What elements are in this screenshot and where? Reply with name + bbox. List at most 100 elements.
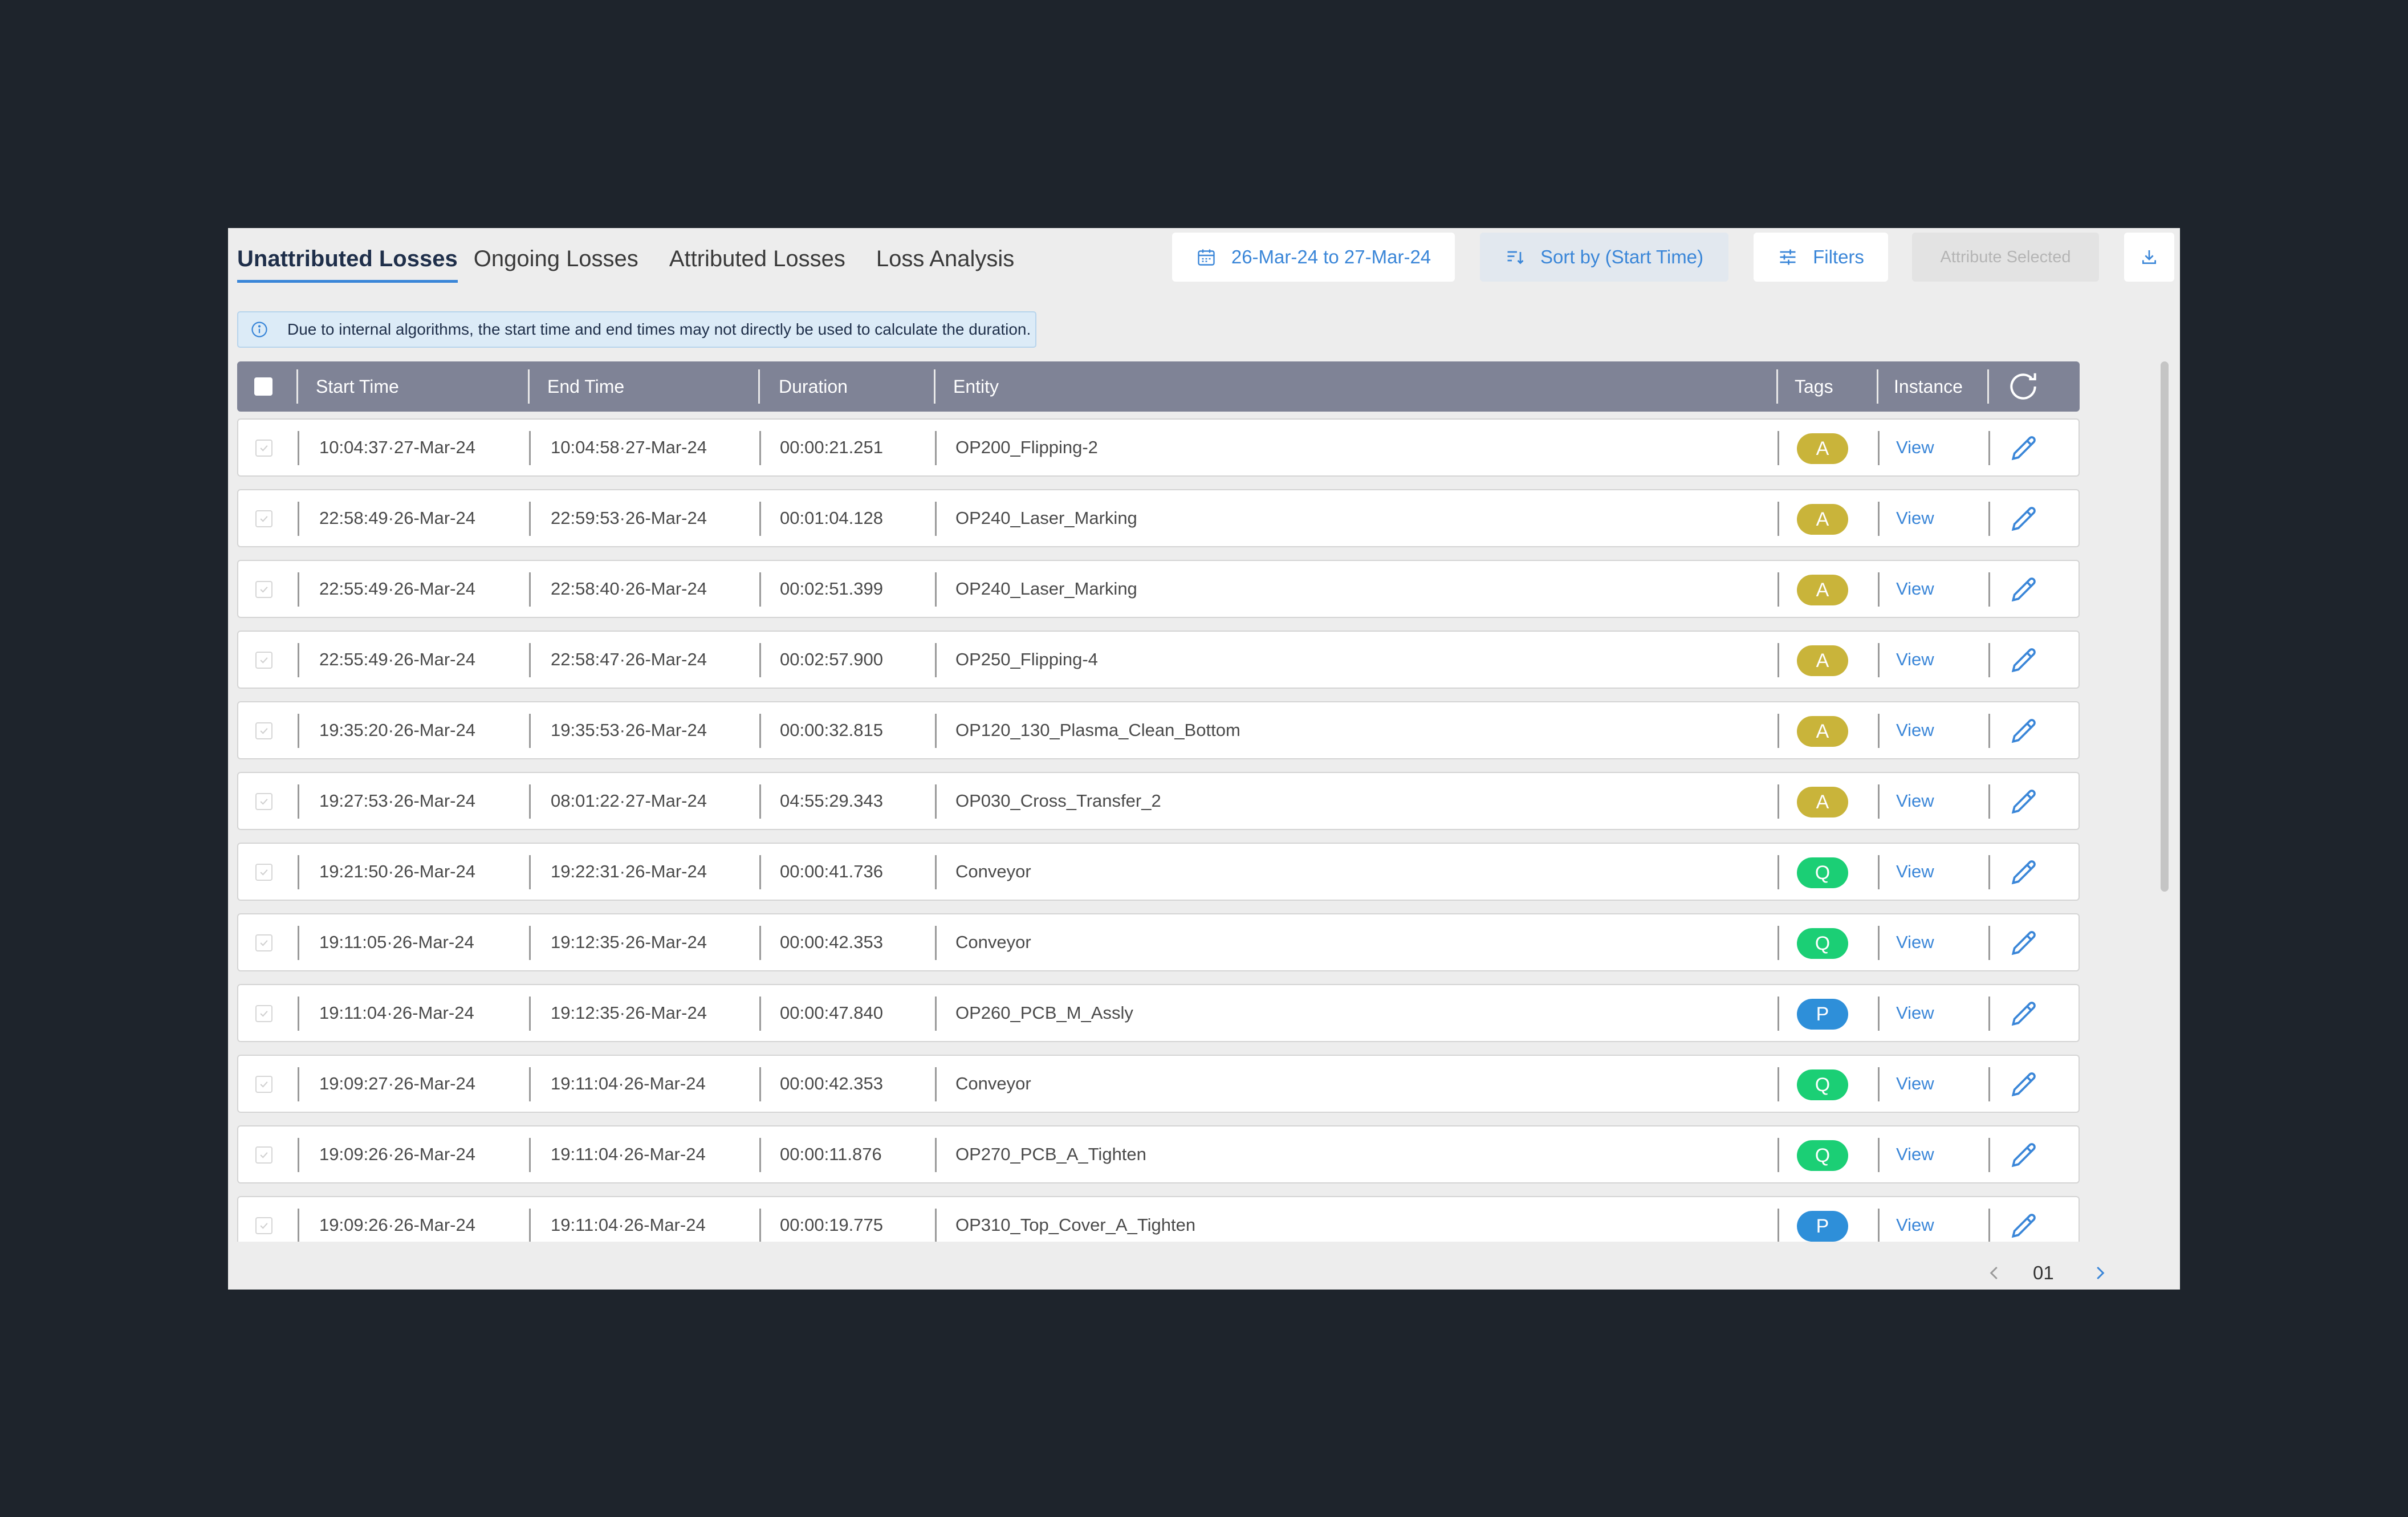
cell-entity: OP250_Flipping-4 bbox=[955, 649, 1098, 669]
column-divider bbox=[935, 997, 937, 1031]
view-instance-link[interactable]: View bbox=[1896, 861, 1934, 881]
header-start-time[interactable]: Start Time bbox=[316, 376, 399, 397]
view-instance-link[interactable]: View bbox=[1896, 649, 1934, 669]
header-entity[interactable]: Entity bbox=[953, 376, 999, 397]
row-checkbox[interactable] bbox=[255, 1217, 272, 1234]
tab-ongoing-losses[interactable]: Ongoing Losses bbox=[473, 246, 638, 271]
vertical-scrollbar[interactable] bbox=[2161, 361, 2169, 892]
check-icon bbox=[260, 657, 268, 664]
view-instance-link[interactable]: View bbox=[1896, 932, 1934, 952]
edit-button[interactable] bbox=[2008, 1139, 2040, 1171]
edit-button[interactable] bbox=[2008, 644, 2040, 676]
next-page-button[interactable] bbox=[2091, 1259, 2108, 1287]
cell-start-time: 19:09:27·26-Mar-24 bbox=[319, 1073, 475, 1093]
row-checkbox[interactable] bbox=[255, 1076, 272, 1093]
row-checkbox[interactable] bbox=[255, 581, 272, 598]
column-divider bbox=[759, 502, 761, 536]
prev-page-button[interactable] bbox=[1986, 1259, 2003, 1287]
table-row[interactable]: 19:09:26·26-Mar-24 19:11:04·26-Mar-24 00:0… bbox=[237, 1125, 2080, 1183]
edit-button[interactable] bbox=[2008, 503, 2040, 535]
edit-button[interactable] bbox=[2008, 786, 2040, 818]
row-checkbox[interactable] bbox=[255, 510, 272, 527]
column-divider bbox=[1777, 1067, 1779, 1101]
edit-button[interactable] bbox=[2008, 856, 2040, 888]
row-checkbox[interactable] bbox=[255, 440, 272, 457]
table-row[interactable]: 19:09:26·26-Mar-24 19:11:04·26-Mar-24 00:0… bbox=[237, 1196, 2080, 1242]
edit-button[interactable] bbox=[2008, 927, 2040, 959]
column-divider bbox=[759, 1067, 761, 1101]
tab-loss-analysis[interactable]: Loss Analysis bbox=[876, 246, 1015, 271]
check-icon bbox=[260, 516, 268, 522]
download-button[interactable] bbox=[2124, 233, 2174, 282]
table-row[interactable]: 19:27:53·26-Mar-24 08:01:22·27-Mar-24 04:5… bbox=[237, 772, 2080, 830]
table-row[interactable]: 22:58:49·26-Mar-24 22:59:53·26-Mar-24 00:0… bbox=[237, 489, 2080, 547]
cell-end-time: 19:11:04·26-Mar-24 bbox=[551, 1073, 706, 1093]
refresh-icon bbox=[2010, 373, 2036, 400]
column-divider bbox=[529, 926, 531, 960]
view-instance-link[interactable]: View bbox=[1896, 579, 1934, 599]
sort-button[interactable]: Sort by (Start Time) bbox=[1480, 233, 1728, 282]
cell-start-time: 22:55:49·26-Mar-24 bbox=[319, 579, 475, 599]
filters-button[interactable]: Filters bbox=[1754, 233, 1888, 282]
edit-button[interactable] bbox=[2008, 574, 2040, 605]
edit-button[interactable] bbox=[2008, 998, 2040, 1030]
view-instance-link[interactable]: View bbox=[1896, 508, 1934, 528]
row-checkbox[interactable] bbox=[255, 1146, 272, 1164]
column-divider bbox=[935, 926, 937, 960]
column-divider bbox=[529, 1067, 531, 1101]
header-end-time[interactable]: End Time bbox=[547, 376, 625, 397]
row-checkbox[interactable] bbox=[255, 652, 272, 669]
cell-entity: OP270_PCB_A_Tighten bbox=[955, 1144, 1146, 1164]
column-divider bbox=[1988, 1209, 1990, 1242]
row-checkbox[interactable] bbox=[255, 934, 272, 951]
table-row[interactable]: 19:21:50·26-Mar-24 19:22:31·26-Mar-24 00:0… bbox=[237, 843, 2080, 901]
header-duration[interactable]: Duration bbox=[779, 376, 848, 397]
tab-unattributed-losses[interactable]: Unattributed Losses bbox=[237, 243, 458, 283]
table-row[interactable]: 19:11:04·26-Mar-24 19:12:35·26-Mar-24 00:0… bbox=[237, 984, 2080, 1042]
view-instance-link[interactable]: View bbox=[1896, 1003, 1934, 1023]
column-divider bbox=[298, 714, 299, 748]
column-divider bbox=[759, 1138, 761, 1172]
pencil-icon bbox=[2011, 577, 2036, 602]
edit-button[interactable] bbox=[2008, 432, 2040, 464]
row-checkbox[interactable] bbox=[255, 1005, 272, 1022]
column-divider bbox=[935, 714, 937, 748]
row-checkbox[interactable] bbox=[255, 793, 272, 810]
column-divider bbox=[1777, 1209, 1779, 1242]
view-instance-link[interactable]: View bbox=[1896, 791, 1934, 811]
table-row[interactable]: 19:11:05·26-Mar-24 19:12:35·26-Mar-24 00:0… bbox=[237, 913, 2080, 971]
tab-bar: Unattributed Losses Ongoing Losses Attri… bbox=[237, 243, 1045, 294]
row-checkbox[interactable] bbox=[255, 864, 272, 881]
table-row[interactable]: 10:04:37·27-Mar-24 10:04:58·27-Mar-24 00:0… bbox=[237, 418, 2080, 477]
tag-badge: Q bbox=[1797, 1069, 1848, 1100]
view-instance-link[interactable]: View bbox=[1896, 1144, 1934, 1164]
pencil-icon bbox=[2011, 1214, 2036, 1238]
refresh-button[interactable] bbox=[2006, 361, 2041, 412]
view-instance-link[interactable]: View bbox=[1896, 1215, 1934, 1235]
date-range-button[interactable]: 26-Mar-24 to 27-Mar-24 bbox=[1172, 233, 1455, 282]
tab-attributed-losses[interactable]: Attributed Losses bbox=[669, 246, 845, 271]
attribute-selected-button[interactable]: Attribute Selected bbox=[1912, 233, 2099, 282]
edit-button[interactable] bbox=[2008, 1068, 2040, 1100]
row-checkbox[interactable] bbox=[255, 722, 272, 739]
column-divider bbox=[759, 714, 761, 748]
check-icon bbox=[260, 445, 268, 452]
pencil-icon bbox=[2011, 719, 2036, 743]
view-instance-link[interactable]: View bbox=[1896, 437, 1934, 457]
chevron-left-icon bbox=[1990, 1266, 1998, 1280]
column-divider bbox=[298, 926, 299, 960]
select-all-checkbox[interactable] bbox=[254, 377, 272, 396]
table-row[interactable]: 19:35:20·26-Mar-24 19:35:53·26-Mar-24 00:0… bbox=[237, 701, 2080, 759]
column-divider bbox=[298, 855, 299, 889]
calendar-icon bbox=[1198, 249, 1215, 266]
view-instance-link[interactable]: View bbox=[1896, 1073, 1934, 1093]
table-row[interactable]: 22:55:49·26-Mar-24 22:58:47·26-Mar-24 00:0… bbox=[237, 631, 2080, 689]
view-instance-link[interactable]: View bbox=[1896, 720, 1934, 740]
table-row[interactable]: 22:55:49·26-Mar-24 22:58:40·26-Mar-24 00:0… bbox=[237, 560, 2080, 618]
table-row[interactable]: 19:09:27·26-Mar-24 19:11:04·26-Mar-24 00:0… bbox=[237, 1055, 2080, 1113]
edit-button[interactable] bbox=[2008, 715, 2040, 747]
column-divider bbox=[298, 1067, 299, 1101]
edit-button[interactable] bbox=[2008, 1210, 2040, 1242]
header-tags: Tags bbox=[1795, 376, 1833, 397]
column-divider bbox=[935, 1209, 937, 1242]
